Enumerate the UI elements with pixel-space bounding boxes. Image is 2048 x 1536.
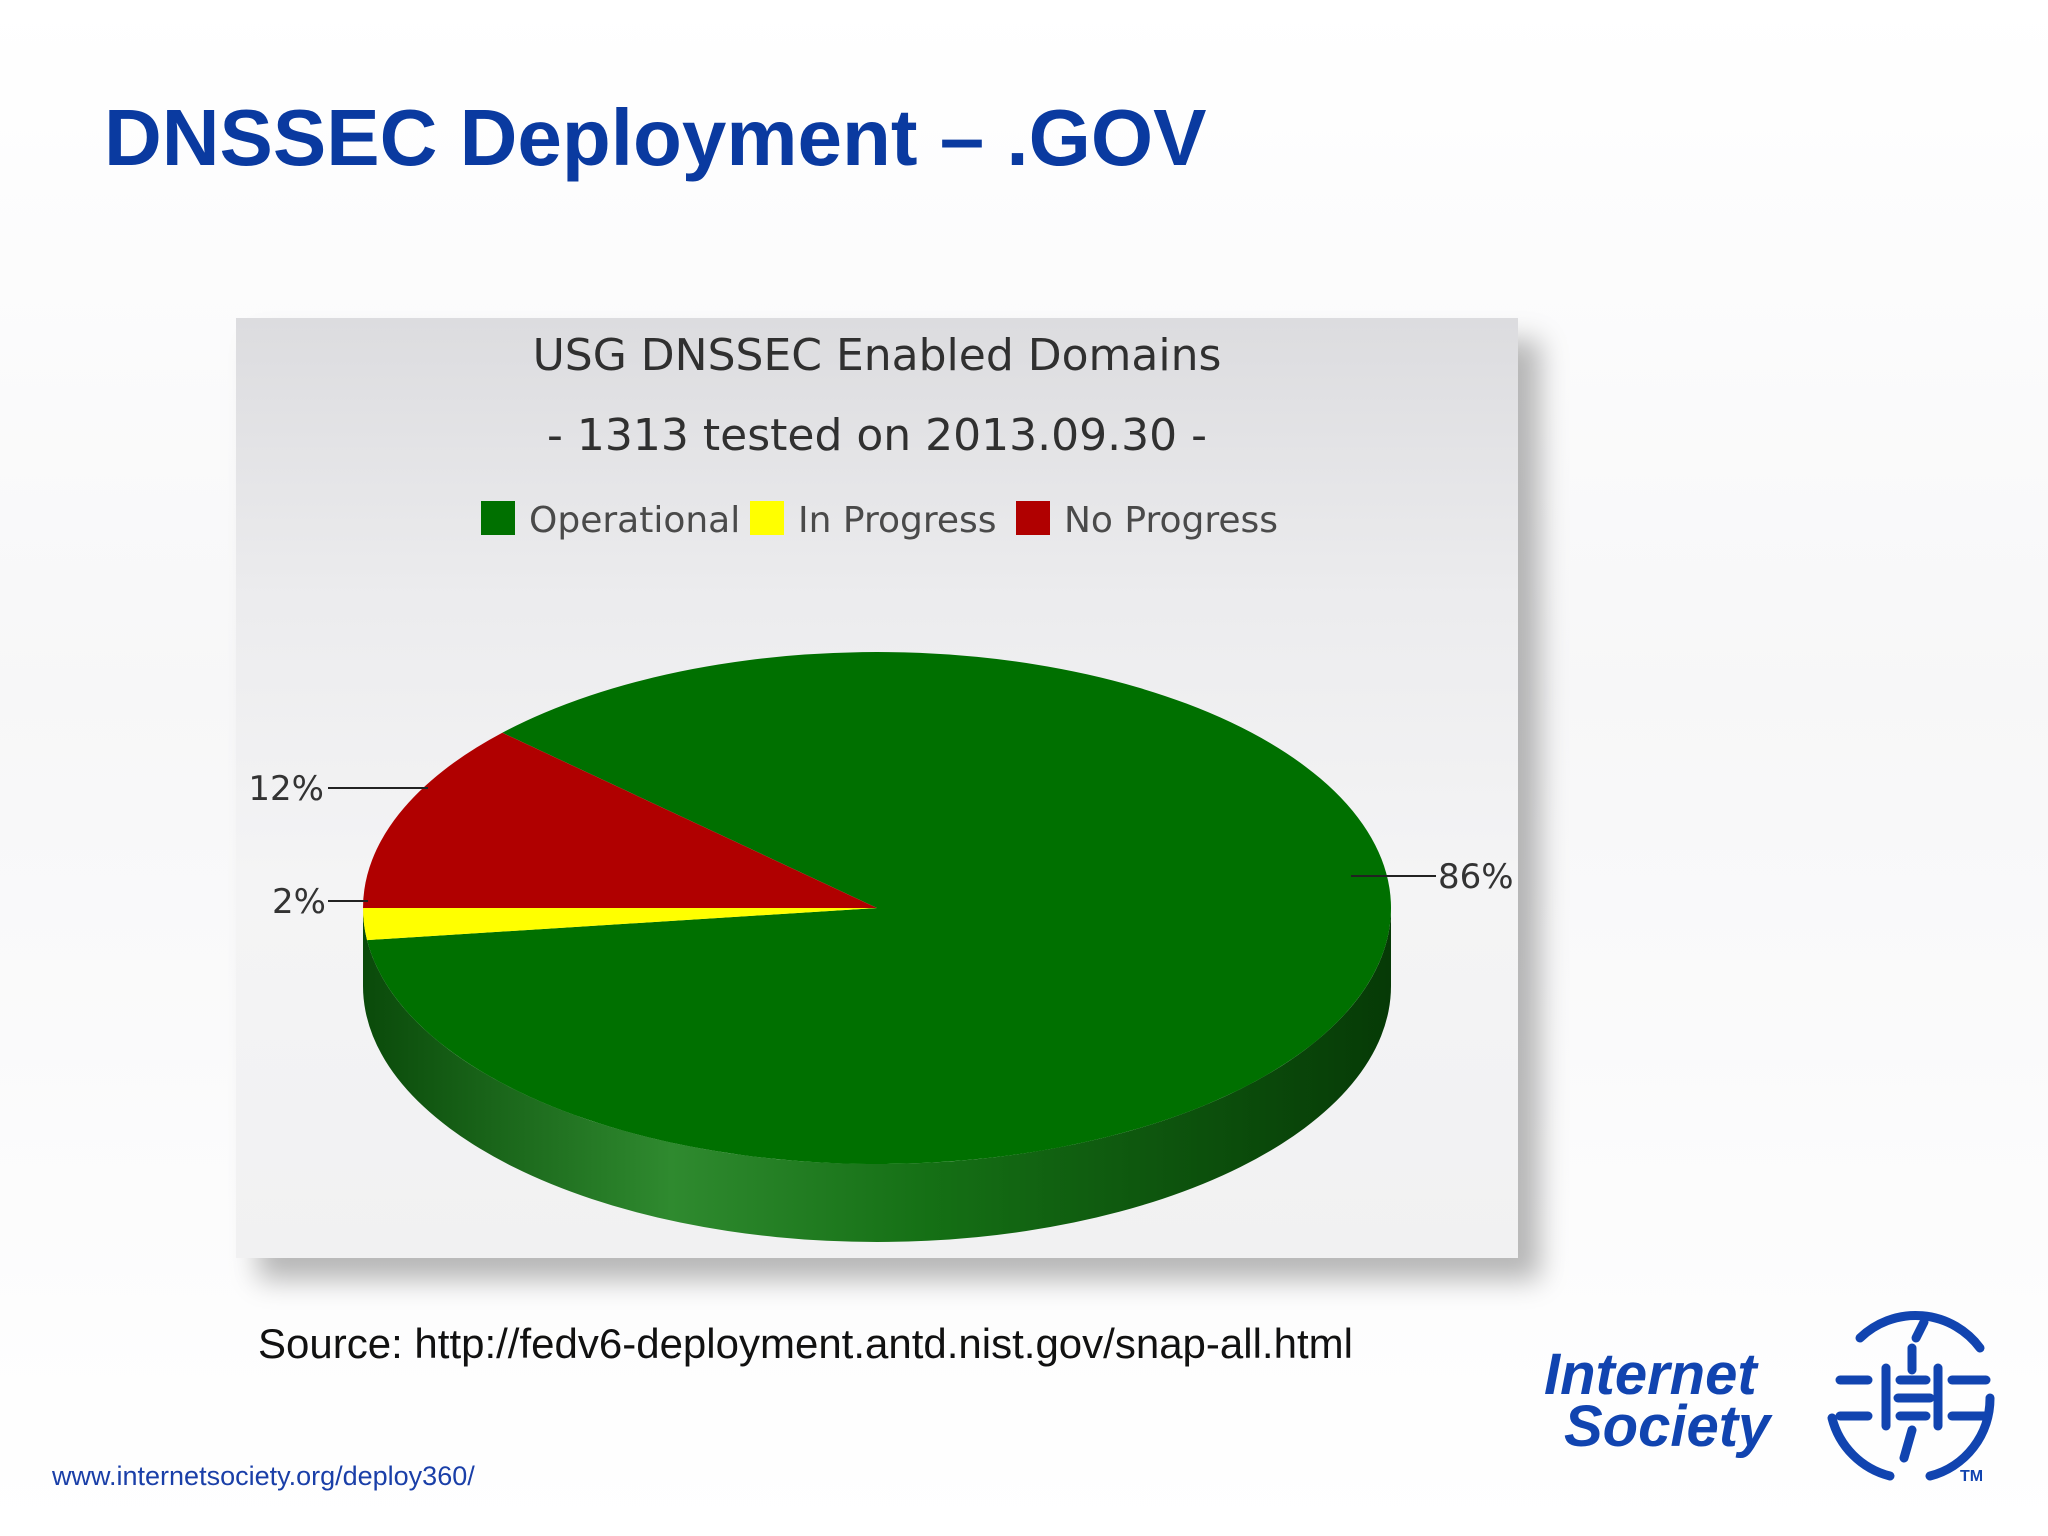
data-label-in-progress: 2% [272, 882, 326, 922]
pie-data-labels: 86% 2% 12% [248, 769, 1513, 922]
internet-society-logo: Internet Society TM [1536, 1300, 2006, 1495]
chart-title: USG DNSSEC Enabled Domains [533, 330, 1222, 381]
pie-slice-no-progress [363, 732, 877, 908]
source-citation: Source: http://fedv6-deployment.antd.nis… [258, 1320, 1353, 1367]
pie-chart-panel: USG DNSSEC Enabled Domains - 1313 tested… [236, 318, 1518, 1258]
legend-swatch-2 [1016, 501, 1050, 535]
legend-swatch-0 [481, 501, 515, 535]
legend-label-2: No Progress [1064, 500, 1278, 541]
pie-rim [363, 908, 1391, 1242]
legend-swatch-1 [750, 501, 784, 535]
logo-word-internet: Internet [1544, 1342, 1757, 1407]
slide-title: DNSSEC Deployment – .GOV [104, 93, 1207, 182]
pie-rim-side [363, 908, 1391, 1242]
pie-slice-in-progress [363, 908, 877, 941]
pie-slice-operational [367, 652, 1391, 1164]
legend-label-0: Operational [529, 500, 740, 541]
pie-chart: USG DNSSEC Enabled Domains - 1313 tested… [248, 330, 1514, 1242]
chart-subtitle: - 1313 tested on 2013.09.30 - [547, 410, 1207, 461]
pie-slices [363, 652, 1391, 1164]
legend-label-1: In Progress [798, 500, 997, 541]
isoc-globe-icon [1827, 1311, 1995, 1481]
data-label-operational: 86% [1438, 857, 1514, 897]
logo-word-society: Society [1564, 1394, 1771, 1459]
chart-legend: Operational In Progress No Progress [481, 500, 1278, 541]
logo-trademark: TM [1960, 1468, 1984, 1485]
footer-url[interactable]: www.internetsociety.org/deploy360/ [52, 1461, 475, 1491]
data-label-no-progress: 12% [248, 769, 324, 809]
